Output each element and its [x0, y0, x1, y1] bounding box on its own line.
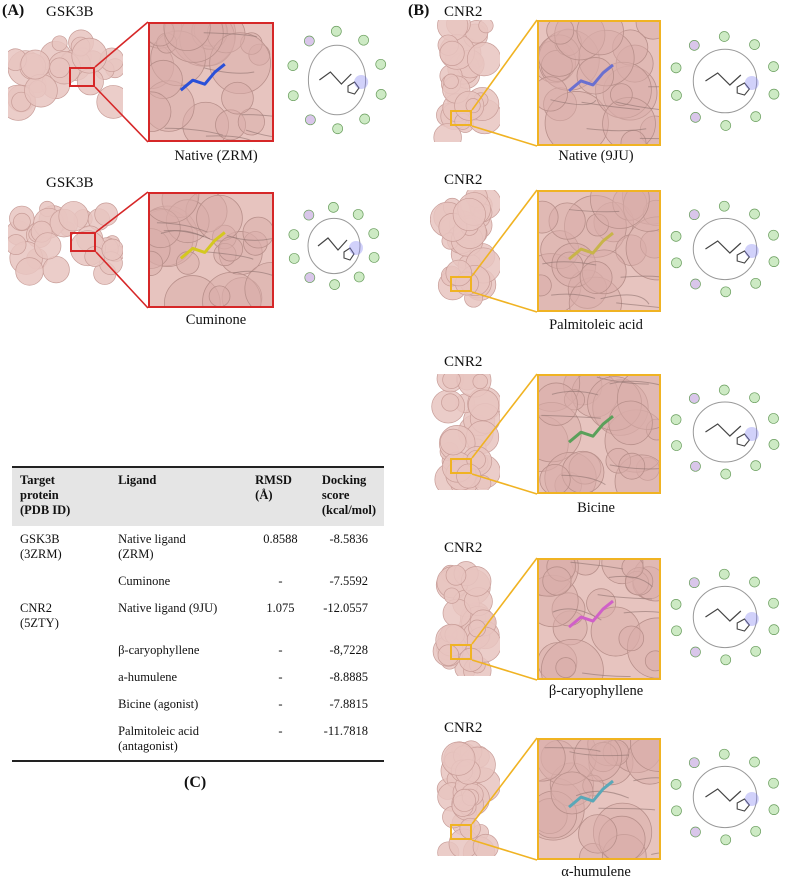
zoom-box-b1 [537, 20, 661, 146]
panel-a-protein-label-2: GSK3B [46, 175, 94, 191]
table-row: a-humulene - -8.8885 [118, 670, 368, 684]
table-row: Cuminone - -7.5592 [118, 574, 368, 588]
selection-box-a1 [69, 67, 95, 87]
panel-b-caption-4: β-caryophyllene [548, 683, 644, 699]
zoom-box-a2 [148, 192, 274, 308]
zoom-box-b3 [537, 374, 661, 494]
table-row: Bicine (agonist) - -7.8815 [118, 697, 368, 711]
selection-box-a2 [70, 232, 96, 252]
interaction-diagram-b4 [664, 566, 786, 668]
table-header-row: Target protein (PDB ID) Ligand RMSD (Å) … [12, 467, 384, 526]
protein-surface-gsk3b-1 [8, 22, 123, 122]
panel-b-label: (B) [408, 2, 430, 19]
table-row: Palmitoleic acid (antagonist) - -11.7818 [118, 724, 368, 753]
header-docking-score: Docking score (kcal/mol) [313, 467, 384, 526]
panel-b-caption-1: Native (9JU) [558, 148, 634, 164]
docking-results-table: Target protein (PDB ID) Ligand RMSD (Å) … [12, 466, 384, 762]
panel-b-protein-label-1: CNR2 [444, 4, 483, 20]
zoom-box-b5 [537, 738, 661, 860]
table-row: GSK3B (3ZRM) Native ligand (ZRM) 0.8588 -8… [20, 532, 368, 561]
panel-a-caption-2: Cuminone [185, 312, 247, 328]
zoom-box-b4 [537, 558, 661, 680]
panel-b-protein-label-2: CNR2 [444, 172, 483, 188]
selection-box-b3 [450, 458, 472, 474]
table-row: CNR2 (5ZTY) Native ligand (9JU) 1.075 -12… [20, 601, 368, 630]
panel-b-caption-3: Bicine [577, 500, 615, 516]
header-rmsd: RMSD (Å) [247, 467, 314, 526]
interaction-diagram-a1 [282, 22, 392, 138]
header-ligand: Ligand [110, 467, 248, 526]
zoom-box-b2 [537, 190, 661, 312]
panel-b-caption-2: Palmitoleic acid [549, 317, 643, 333]
panel-b-protein-label-4: CNR2 [444, 540, 483, 556]
selection-box-b1 [450, 110, 472, 126]
panel-a-label: (A) [2, 2, 25, 19]
panel-b-caption-5: α-humulene [561, 864, 631, 880]
selection-box-b2 [450, 276, 472, 292]
header-target: Target protein (PDB ID) [12, 467, 111, 526]
interaction-diagram-b1 [664, 28, 786, 134]
panel-a-protein-label-1: GSK3B [46, 4, 94, 20]
zoom-box-a1 [148, 22, 274, 142]
panel-a-caption-1: Native (ZRM) [174, 148, 258, 164]
selection-box-b4 [450, 644, 472, 660]
interaction-diagram-b5 [664, 746, 786, 848]
table-row: β-caryophyllene - -8,7228 [118, 643, 368, 657]
interaction-diagram-b3 [664, 382, 786, 482]
panel-b-protein-label-3: CNR2 [444, 354, 483, 370]
panel-b-protein-label-5: CNR2 [444, 720, 483, 736]
interaction-diagram-b2 [664, 198, 786, 300]
selection-box-b5 [450, 824, 472, 840]
protein-surface-gsk3b-2 [8, 192, 123, 292]
panel-c-label: (C) [184, 774, 207, 791]
interaction-diagram-a2 [284, 200, 384, 292]
